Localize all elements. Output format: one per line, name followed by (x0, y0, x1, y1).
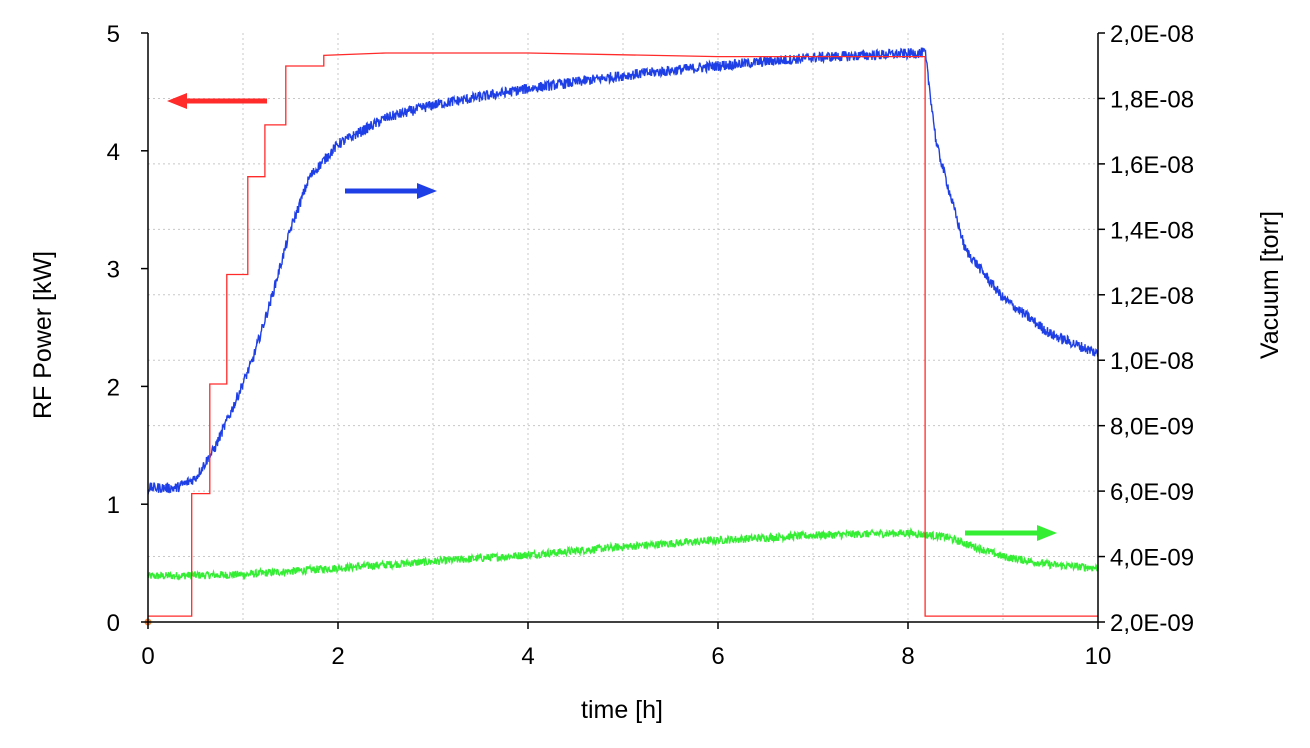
arrow-head (167, 93, 187, 109)
y-right-tick-label: 2,0E-08 (1110, 21, 1194, 48)
x-tick-label: 8 (901, 643, 914, 670)
series-line (147, 47, 1099, 495)
series-line (147, 527, 1099, 581)
y-left-tick-label: 2 (107, 374, 120, 401)
series-0 (148, 52, 1098, 617)
axes (141, 32, 1105, 629)
arrow-right (345, 183, 437, 199)
y-right-tick-label: 1,2E-08 (1110, 283, 1194, 310)
y-left-tick-label: 0 (107, 610, 120, 637)
x-tick-label: 6 (711, 643, 724, 670)
y-right-tick-label: 1,4E-08 (1110, 217, 1194, 244)
arrow-right (965, 525, 1057, 541)
grid-lines (148, 33, 1098, 622)
x-tick-label: 2 (331, 643, 344, 670)
arrow-head (417, 183, 437, 199)
y-right-tick-label: 1,0E-08 (1110, 348, 1194, 375)
series-1 (147, 47, 1099, 495)
y-left-tick-label: 3 (107, 257, 120, 284)
arrow-head (1037, 525, 1057, 541)
series-line (148, 52, 1098, 617)
y-right-tick-label: 4,0E-09 (1110, 545, 1194, 572)
y-left-tick-label: 4 (107, 139, 120, 166)
series-layer (144, 47, 1099, 626)
y-right-tick-label: 8,0E-09 (1110, 414, 1194, 441)
x-tick-label: 0 (141, 643, 154, 670)
arrow-left (167, 93, 267, 109)
y-right-tick-label: 6,0E-09 (1110, 479, 1194, 506)
y-left-tick-label: 5 (107, 21, 120, 48)
tick-labels: 0 2 4 6 8 10 0 1 2 3 4 5 2,0E-09 4,0E-09 6,0E-09 8,0E-0… (107, 21, 1194, 670)
y-axis-left-title: RF Power [kW] (29, 251, 57, 419)
series-2 (147, 527, 1099, 581)
y-left-tick-label: 1 (107, 492, 120, 519)
y-axis-right-title: Vacuum [torr] (1256, 211, 1284, 359)
y-right-tick-label: 1,6E-08 (1110, 152, 1194, 179)
x-tick-label: 4 (521, 643, 534, 670)
x-axis-title: time [h] (581, 696, 663, 724)
y-right-tick-label: 2,0E-09 (1110, 610, 1194, 637)
x-tick-label: 10 (1085, 643, 1112, 670)
y-right-tick-label: 1,8E-08 (1110, 86, 1194, 113)
annotation-arrows (167, 93, 1057, 541)
